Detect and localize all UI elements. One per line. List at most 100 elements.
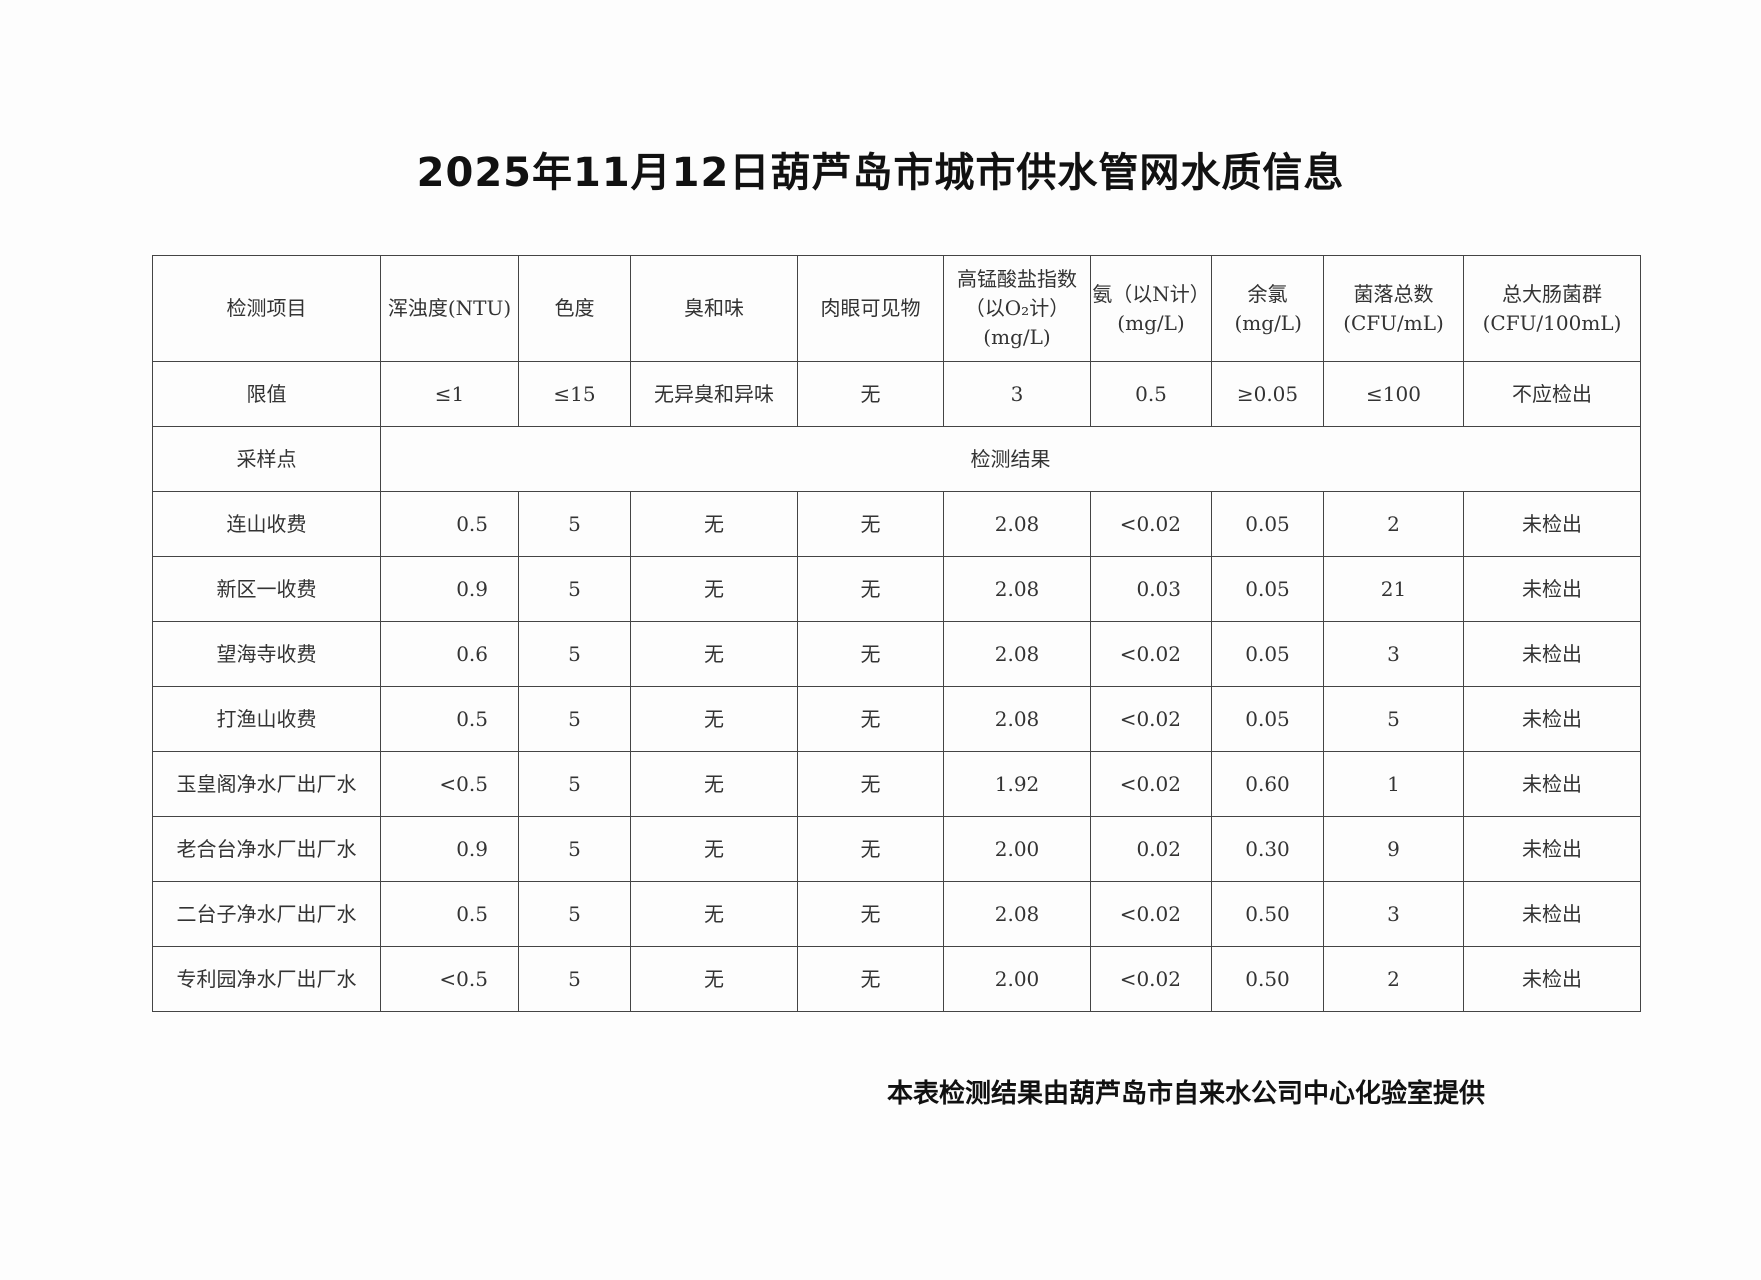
header-line: 肉眼可见物 bbox=[820, 296, 921, 320]
result-cell: 9 bbox=[1323, 816, 1464, 882]
result-cell: 5 bbox=[518, 881, 631, 947]
result-cell: 未检出 bbox=[1463, 751, 1641, 817]
column-header: 色度 bbox=[518, 255, 631, 362]
result-cell: 0.02 bbox=[1090, 816, 1212, 882]
section-row: 采样点 检测结果 bbox=[152, 426, 1641, 492]
limit-cell: 不应检出 bbox=[1463, 361, 1641, 427]
limit-cell: 3 bbox=[943, 361, 1091, 427]
result-cell: 3 bbox=[1323, 881, 1464, 947]
result-cell: <0.02 bbox=[1090, 751, 1212, 817]
sample-site: 打渔山收费 bbox=[152, 686, 381, 752]
result-cell: 2.08 bbox=[943, 556, 1091, 622]
result-cell: 0.9 bbox=[380, 816, 519, 882]
result-cell: 5 bbox=[518, 751, 631, 817]
table-row: 玉皇阁净水厂出厂水 <0.5 5 无无 1.92 <0.02 0.60 1 未检出 bbox=[152, 751, 1641, 817]
column-header: 余氯(mg/L) bbox=[1211, 255, 1324, 362]
header-line: （以O₂计） bbox=[964, 296, 1070, 320]
result-cell: 0.05 bbox=[1211, 686, 1324, 752]
result-cell: 0.30 bbox=[1211, 816, 1324, 882]
result-cell: 0.60 bbox=[1211, 751, 1324, 817]
limit-cell: ≤15 bbox=[518, 361, 631, 427]
result-cell: <0.02 bbox=[1090, 881, 1212, 947]
limit-cell: 0.5 bbox=[1090, 361, 1212, 427]
column-header: 臭和味 bbox=[630, 255, 798, 362]
result-cell: 无 bbox=[797, 491, 944, 557]
sample-site: 望海寺收费 bbox=[152, 621, 381, 687]
result-cell: 无 bbox=[630, 491, 798, 557]
result-cell: 无 bbox=[797, 816, 944, 882]
header-line: (CFU/mL) bbox=[1343, 310, 1444, 335]
header-line: (CFU/100mL) bbox=[1482, 310, 1622, 335]
sample-site: 玉皇阁净水厂出厂水 bbox=[152, 751, 381, 817]
section-title: 检测结果 bbox=[380, 426, 1641, 492]
result-cell: 0.6 bbox=[380, 621, 519, 687]
table-row: 老合台净水厂出厂水 0.9 5 无无 2.00 0.02 0.30 9 未检出 bbox=[152, 816, 1641, 882]
result-cell: 2.08 bbox=[943, 621, 1091, 687]
limit-cell: ≤100 bbox=[1323, 361, 1464, 427]
water-quality-table: 检测项目 浑浊度(NTU) 色度 臭和味 肉眼可见物 高锰酸盐指数 （以O₂计） (mg/L)… bbox=[152, 255, 1641, 1012]
result-cell: 未检出 bbox=[1463, 621, 1641, 687]
column-header: 氨（以N计） (mg/L) bbox=[1090, 255, 1212, 362]
result-cell: 0.03 bbox=[1090, 556, 1212, 622]
result-cell: 2.00 bbox=[943, 946, 1091, 1012]
header-row: 检测项目 浑浊度(NTU) 色度 臭和味 肉眼可见物 高锰酸盐指数 （以O₂计） (mg/L)… bbox=[152, 255, 1641, 362]
result-cell: 5 bbox=[518, 621, 631, 687]
result-cell: 无 bbox=[630, 686, 798, 752]
result-cell: <0.02 bbox=[1090, 946, 1212, 1012]
result-cell: 2.08 bbox=[943, 491, 1091, 557]
result-cell: 2.08 bbox=[943, 686, 1091, 752]
header-line: 臭和味 bbox=[684, 296, 744, 320]
table-row: 望海寺收费 0.6 5 无无 2.08 <0.02 0.05 3 未检出 bbox=[152, 621, 1641, 687]
sample-site: 二台子净水厂出厂水 bbox=[152, 881, 381, 947]
result-cell: 未检出 bbox=[1463, 686, 1641, 752]
result-cell: 0.50 bbox=[1211, 881, 1324, 947]
result-cell: 无 bbox=[797, 686, 944, 752]
result-cell: <0.02 bbox=[1090, 491, 1212, 557]
result-cell: 2.08 bbox=[943, 881, 1091, 947]
header-line: 浑浊度(NTU) bbox=[387, 296, 512, 320]
result-cell: 未检出 bbox=[1463, 881, 1641, 947]
result-cell: 0.5 bbox=[380, 881, 519, 947]
header-text: 余氯(mg/L) bbox=[1234, 281, 1302, 335]
result-cell: 0.5 bbox=[380, 491, 519, 557]
result-cell: 5 bbox=[518, 491, 631, 557]
result-cell: 0.05 bbox=[1211, 621, 1324, 687]
limits-row: 限值 ≤1 ≤15 无异臭和异味无 3 0.5 ≥0.05 ≤100 不应检出 bbox=[152, 361, 1641, 427]
result-cell: 2.00 bbox=[943, 816, 1091, 882]
column-header: 浑浊度(NTU) bbox=[380, 255, 519, 362]
result-cell: 5 bbox=[518, 816, 631, 882]
result-cell: 5 bbox=[518, 556, 631, 622]
result-cell: 3 bbox=[1323, 621, 1464, 687]
result-cell: 无 bbox=[630, 946, 798, 1012]
result-cell: 无 bbox=[630, 556, 798, 622]
result-cell: 无 bbox=[630, 621, 798, 687]
sample-site: 老合台净水厂出厂水 bbox=[152, 816, 381, 882]
result-cell: 无 bbox=[797, 946, 944, 1012]
header-line: 总大肠菌群 bbox=[1502, 281, 1602, 306]
sample-site: 新区一收费 bbox=[152, 556, 381, 622]
result-cell: 未检出 bbox=[1463, 946, 1641, 1012]
header-line: (mg/L) bbox=[983, 325, 1051, 349]
source-note: 本表检测结果由葫芦岛市自来水公司中心化验室提供 bbox=[887, 1079, 1486, 1109]
result-cell: <0.02 bbox=[1090, 686, 1212, 752]
table-row: 打渔山收费 0.5 5 无无 2.08 <0.02 0.05 5 未检出 bbox=[152, 686, 1641, 752]
result-cell: 1 bbox=[1323, 751, 1464, 817]
result-cell: 0.9 bbox=[380, 556, 519, 622]
result-cell: 2 bbox=[1323, 946, 1464, 1012]
header-line: 色度 bbox=[554, 296, 595, 320]
column-header: 肉眼可见物 bbox=[797, 255, 944, 362]
table-row: 专利园净水厂出厂水 <0.5 5 无无 2.00 <0.02 0.50 2 未检出 bbox=[152, 946, 1641, 1012]
result-cell: 无 bbox=[797, 881, 944, 947]
header-line: 菌落总数 bbox=[1353, 281, 1434, 306]
result-cell: 未检出 bbox=[1463, 816, 1641, 882]
result-cell: <0.5 bbox=[380, 751, 519, 817]
sample-site: 连山收费 bbox=[152, 491, 381, 557]
result-cell: 0.5 bbox=[380, 686, 519, 752]
result-cell: 无 bbox=[797, 751, 944, 817]
result-cell: 无 bbox=[630, 881, 798, 947]
column-header: 菌落总数 (CFU/mL) bbox=[1323, 255, 1464, 362]
result-cell: 未检出 bbox=[1463, 491, 1641, 557]
header-line: 高锰酸盐指数 bbox=[957, 267, 1077, 291]
result-cell: 未检出 bbox=[1463, 556, 1641, 622]
header-line: 氨（以N计） bbox=[1092, 281, 1210, 306]
